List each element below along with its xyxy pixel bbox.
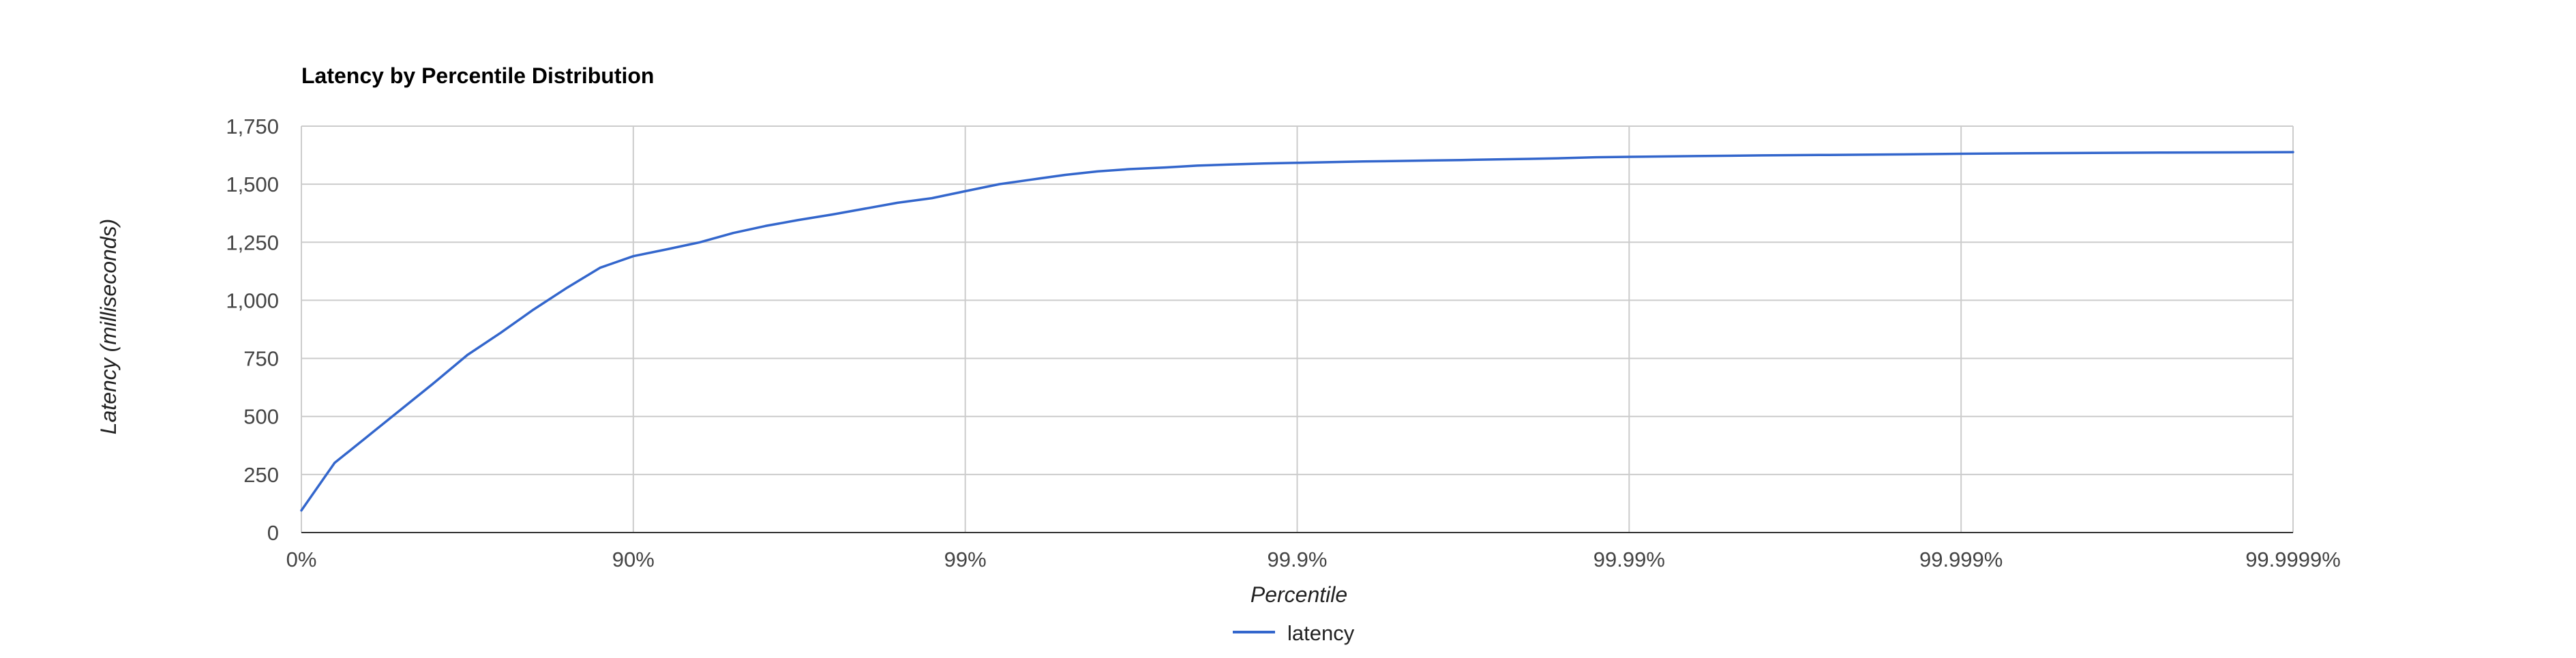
series-layer [300, 151, 2294, 512]
x-axis-title: Percentile [1250, 582, 1347, 607]
x-tick-label: 99.9% [1268, 548, 1328, 571]
y-tick-label: 1,250 [226, 230, 279, 254]
series-line-latency [300, 151, 2294, 512]
legend-label-latency: latency [1287, 621, 1355, 645]
x-tick-label: 0% [286, 548, 317, 571]
legend[interactable]: latency [1233, 621, 1355, 645]
x-tick-label: 99% [944, 548, 987, 571]
tick-layer: 0 250 500 750 1,000 1,250 1,500 1,750 0% 90% 99% 99… [226, 115, 2340, 571]
y-tick-label: 1,500 [226, 173, 279, 196]
x-tick-label: 99.9999% [2245, 548, 2341, 571]
y-tick-label: 250 [243, 463, 279, 487]
x-tick-label: 99.99% [1593, 548, 1665, 571]
y-tick-label: 1,000 [226, 288, 279, 312]
chart-title: Latency by Percentile Distribution [301, 63, 654, 88]
y-tick-label: 500 [243, 405, 279, 429]
x-tick-label: 90% [612, 548, 655, 571]
y-tick-label: 1,750 [226, 115, 279, 138]
y-axis-title: Latency (milliseconds) [96, 219, 121, 435]
y-tick-label: 750 [243, 347, 279, 371]
grid-layer [301, 125, 2294, 533]
y-tick-label: 0 [267, 521, 279, 545]
x-tick-label: 99.999% [1919, 548, 2003, 571]
